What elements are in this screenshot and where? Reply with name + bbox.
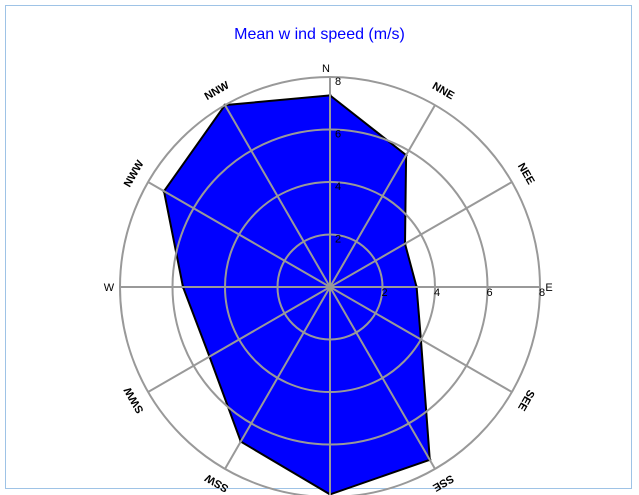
spoke-nww xyxy=(147,181,331,288)
tick-label-e-6: 6 xyxy=(486,287,492,299)
direction-label-see: SEE xyxy=(515,388,536,413)
direction-label-nww: NWW xyxy=(122,158,147,189)
spoke-nee xyxy=(329,181,513,288)
grid-layer xyxy=(119,76,541,495)
direction-label-nnw: NNW xyxy=(203,79,232,103)
data-polygon-layer xyxy=(162,93,432,495)
direction-label-nee: NEE xyxy=(515,161,537,187)
direction-label-ssw: SSW xyxy=(203,471,231,494)
direction-label-n: N xyxy=(322,63,330,75)
chart-title: Mean w ind speed (m/s) xyxy=(234,26,405,43)
spoke-see xyxy=(329,286,513,393)
direction-label-sww: SWW xyxy=(122,384,147,415)
spoke-sse xyxy=(329,286,436,470)
direction-label-sse: SSE xyxy=(431,472,456,493)
tick-label-e-4: 4 xyxy=(434,287,440,299)
spoke-sww xyxy=(147,286,331,393)
tick-label-n-4: 4 xyxy=(335,181,341,193)
tick-label-n-6: 6 xyxy=(335,129,341,141)
tick-label-n-2: 2 xyxy=(335,234,341,246)
tick-label-e-8: 8 xyxy=(539,287,545,299)
center-dot xyxy=(327,284,333,290)
tick-label-n-8: 8 xyxy=(335,76,341,88)
tick-label-e-2: 2 xyxy=(381,287,387,299)
spoke-ssw xyxy=(224,286,331,470)
direction-label-e: E xyxy=(545,282,552,294)
wind-speed-polygon xyxy=(162,94,431,495)
spoke-nnw xyxy=(224,104,331,288)
spoke-nne xyxy=(329,104,436,288)
direction-label-w: W xyxy=(104,282,115,294)
direction-label-nne: NNE xyxy=(430,80,456,102)
